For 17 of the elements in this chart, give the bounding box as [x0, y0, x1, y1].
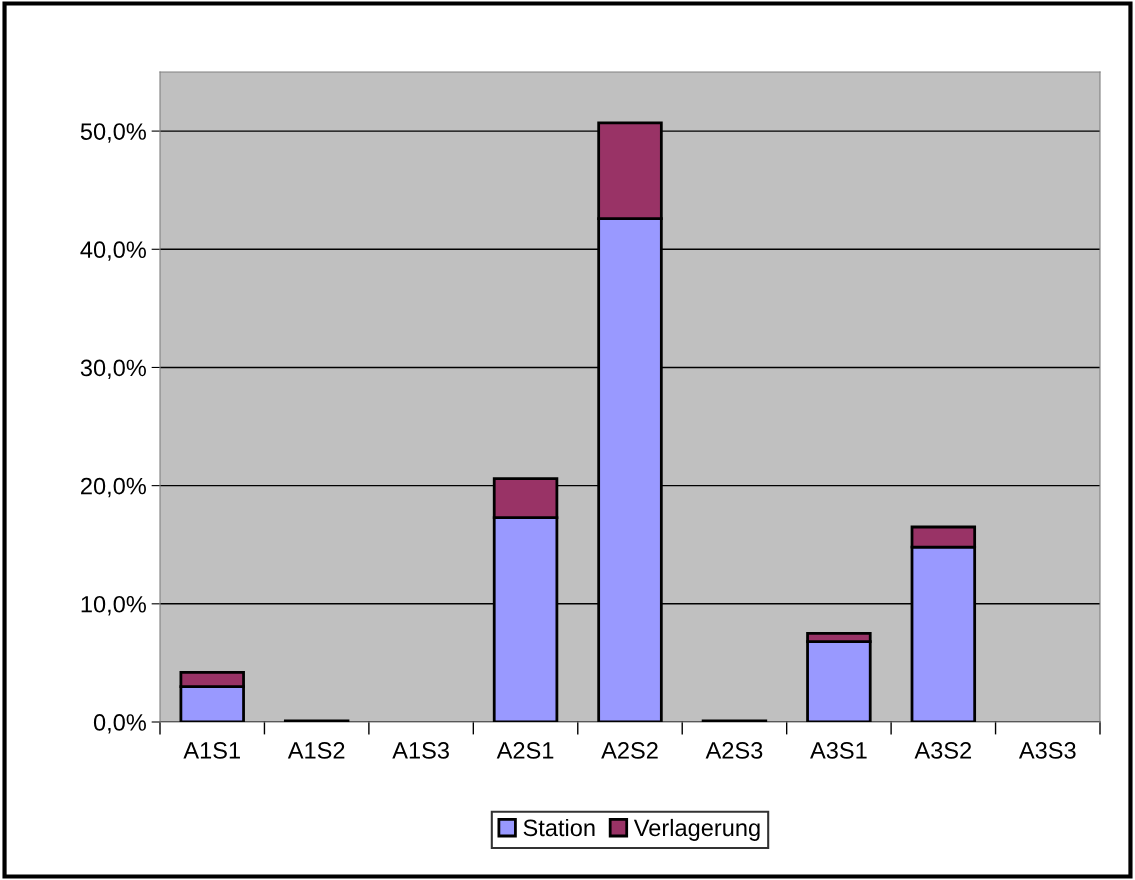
x-tick-label: A1S1: [183, 742, 240, 759]
x-tick-label: A3S3: [1018, 742, 1076, 759]
legend-label: Station: [523, 818, 595, 837]
y-tick-label: 50,0%: [80, 123, 146, 143]
y-tick-label: 10,0%: [81, 595, 146, 616]
y-tick-label: 0,0%: [93, 714, 146, 734]
x-tick-label: A2S2: [601, 742, 658, 759]
x-tick-label: A2S1: [496, 742, 554, 759]
x-tick-label: A3S2: [914, 742, 972, 759]
y-tick-label: 40,0%: [80, 241, 146, 261]
y-tick-label: 20,0%: [81, 477, 146, 498]
x-tick-label: A1S2: [287, 742, 345, 759]
legend-label: Verlagerung: [633, 818, 760, 841]
x-tick-label: A2S3: [705, 742, 763, 759]
x-tick-label: A3S1: [810, 742, 867, 759]
y-tick-label: 30,0%: [80, 359, 146, 380]
x-tick-label: A1S3: [392, 742, 449, 759]
